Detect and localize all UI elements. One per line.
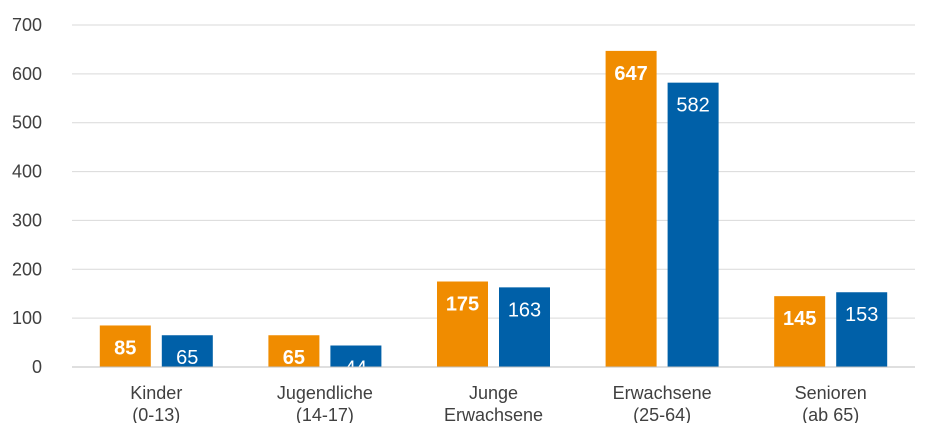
category-label: Senioren	[795, 383, 867, 403]
y-tick-label: 600	[12, 64, 42, 84]
bar-data-label: 647	[614, 63, 647, 85]
y-tick-label: 200	[12, 259, 42, 279]
bar-data-label: 582	[676, 95, 709, 117]
bar-data-label: 163	[508, 299, 541, 321]
y-tick-label: 700	[12, 15, 42, 35]
category-labels: Kinder (0-13) Jugendliche (14-17) Junge Erwac…	[130, 383, 866, 423]
bar	[774, 296, 826, 367]
category-label: (0-13)	[132, 405, 180, 423]
bar-data-label: 175	[446, 294, 479, 316]
category-label: Erwachsene	[444, 405, 543, 423]
category-label: Jugendliche	[277, 383, 373, 403]
y-axis-tick-labels: 0 100 200 300 400 500 600 700	[12, 15, 42, 377]
category-label: Junge	[469, 383, 518, 403]
y-tick-label: 500	[12, 113, 42, 133]
bar-data-label: 145	[783, 308, 816, 330]
data-labels: 85 65 65 44 175 163 647 582 145 153	[114, 63, 878, 380]
y-tick-label: 400	[12, 162, 42, 182]
category-label: Kinder	[130, 383, 182, 403]
bar-data-label: 44	[345, 358, 367, 380]
bar	[605, 50, 657, 367]
bar-data-label: 65	[283, 347, 305, 369]
bar	[268, 335, 320, 367]
bar	[437, 281, 488, 367]
bars	[99, 50, 888, 367]
y-tick-label: 300	[12, 210, 42, 230]
bar-data-label: 153	[845, 304, 878, 326]
bar-data-label: 85	[114, 337, 136, 359]
category-label: (14-17)	[296, 405, 354, 423]
bar	[499, 287, 550, 367]
gridlines	[72, 24, 915, 319]
bar	[330, 345, 382, 367]
category-label: Erwachsene	[613, 383, 712, 403]
bar-data-label: 65	[176, 347, 198, 369]
category-label: (ab 65)	[802, 405, 859, 423]
y-tick-label: 100	[12, 308, 42, 328]
bar	[99, 325, 151, 367]
bar	[667, 82, 719, 367]
y-tick-label: 0	[32, 357, 42, 377]
bar	[161, 335, 213, 367]
bar	[836, 292, 888, 367]
category-label: (25-64)	[633, 405, 691, 423]
